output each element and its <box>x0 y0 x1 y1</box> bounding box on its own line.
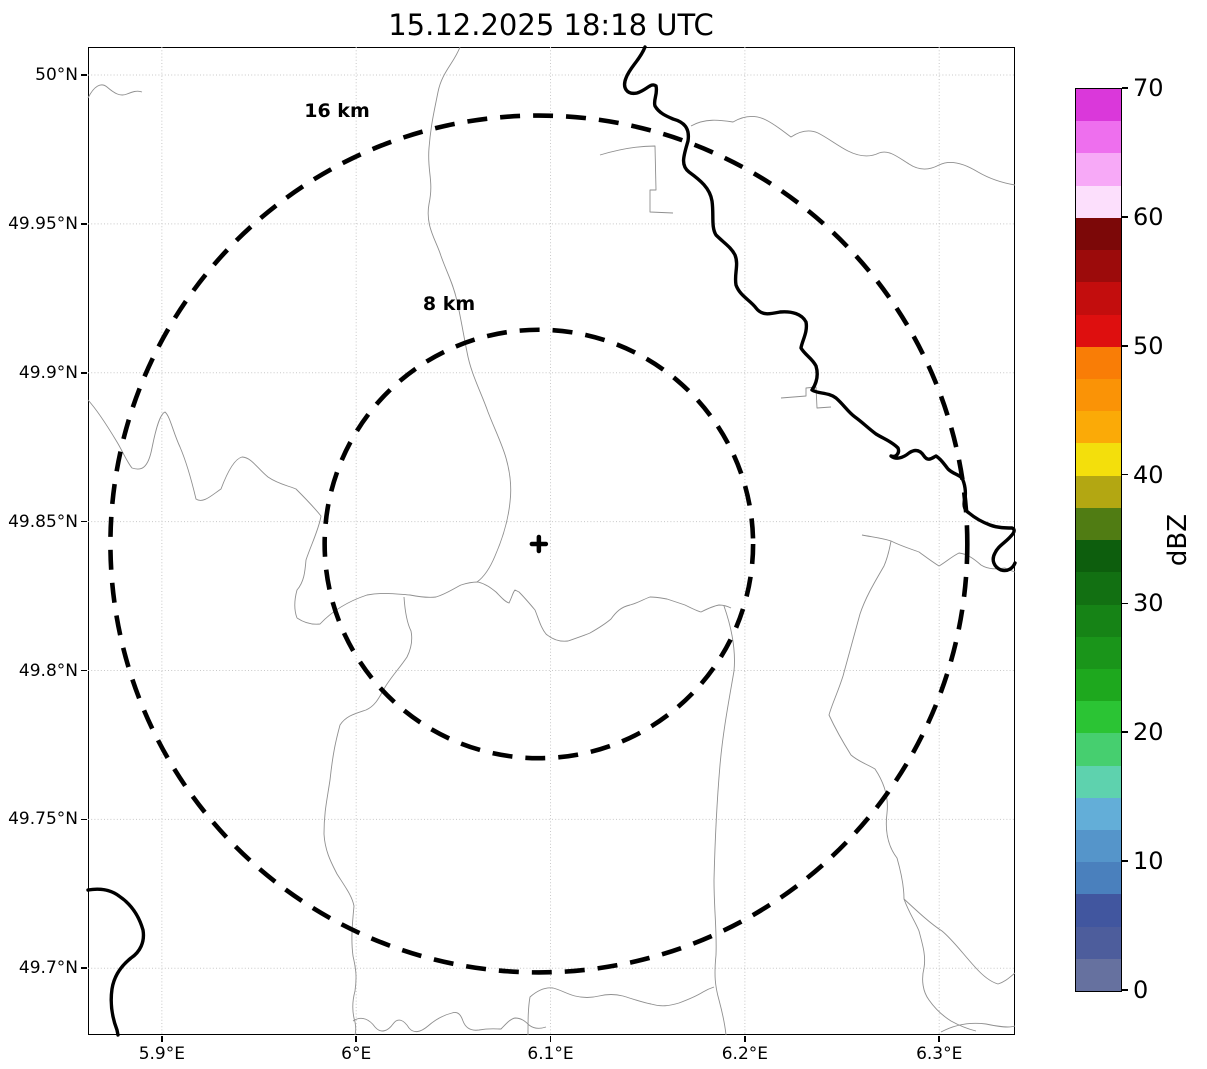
admin-border-line <box>690 116 1016 186</box>
colorbar-color-step <box>1076 830 1121 863</box>
colorbar-tick-label: 40 <box>1133 460 1164 489</box>
colorbar <box>1075 88 1122 992</box>
lon-tick <box>744 1036 746 1042</box>
lon-tick-label: 6.3°E <box>916 1044 963 1064</box>
colorbar-color-step <box>1076 121 1121 154</box>
colorbar-tick <box>1122 473 1128 476</box>
lat-tick <box>81 371 87 374</box>
lat-tick-label: 49.7°N <box>18 958 78 979</box>
colorbar-tick <box>1122 731 1128 734</box>
admin-border-line <box>780 386 832 409</box>
colorbar-color-step <box>1076 604 1121 637</box>
map-plot: 8 km 16 km <box>86 45 1017 1037</box>
colorbar-color-step <box>1076 894 1121 927</box>
lon-tick <box>355 1036 357 1042</box>
colorbar-color-step <box>1076 475 1121 508</box>
colorbar-color-step <box>1076 797 1121 831</box>
colorbar-tick-label: 50 <box>1133 331 1164 360</box>
lat-tick <box>81 223 87 225</box>
lat-tick <box>81 818 87 821</box>
lat-tick <box>81 967 87 970</box>
lon-tick-label: 6°E <box>341 1044 372 1064</box>
colorbar-color-step <box>1076 185 1121 218</box>
colorbar-color-step <box>1076 153 1121 186</box>
lat-tick <box>81 669 87 672</box>
lat-tick-label: 50°N <box>35 64 78 85</box>
colorbar-tick <box>1122 989 1128 991</box>
colorbar-color-step <box>1076 507 1121 541</box>
colorbar-color-step <box>1076 733 1121 766</box>
range-ring-16-km <box>108 113 970 975</box>
page-title: 15.12.2025 18:18 UTC <box>388 8 714 42</box>
admin-border-line <box>427 46 512 583</box>
lat-tick-label: 49.9°N <box>18 362 78 383</box>
colorbar-color-step <box>1076 765 1121 798</box>
colorbar-color-step <box>1076 862 1121 895</box>
lat-tick <box>81 74 87 76</box>
colorbar-color-step <box>1076 217 1121 251</box>
colorbar-tick <box>1122 216 1128 218</box>
admin-border-line <box>296 581 732 642</box>
admin-border-line <box>87 399 322 619</box>
lon-tick <box>938 1036 940 1042</box>
colorbar-color-step <box>1076 346 1121 379</box>
colorbar-color-step <box>1076 636 1121 669</box>
colorbar-tick <box>1122 344 1128 347</box>
lon-tick-label: 6.2°E <box>721 1044 768 1064</box>
country-border-river <box>86 887 146 1037</box>
admin-border-line <box>890 540 1016 573</box>
colorbar-color-step <box>1076 443 1121 476</box>
colorbar-tick <box>1122 87 1128 89</box>
lat-tick-label: 49.85°N <box>8 511 78 532</box>
colorbar-tick-label: 0 <box>1133 976 1149 1004</box>
lat-tick-label: 49.75°N <box>8 809 78 830</box>
admin-border-line <box>352 1012 547 1033</box>
admin-border-line <box>828 534 1016 985</box>
colorbar-color-step <box>1076 314 1121 347</box>
colorbar-tick-label: 20 <box>1133 718 1164 747</box>
colorbar-tick-label: 60 <box>1133 202 1164 231</box>
range-ring-label-16-km: 16 km <box>304 100 370 122</box>
lon-tick-label: 6.1°E <box>527 1044 574 1064</box>
lat-tick-label: 49.8°N <box>18 660 78 681</box>
admin-border-line <box>599 145 674 214</box>
map-plot-frame <box>88 47 1015 1035</box>
colorbar-color-step <box>1076 411 1121 444</box>
radar-site-marker <box>529 534 549 554</box>
admin-border-line <box>713 605 735 1036</box>
colorbar-axis-label: dBZ <box>1163 513 1193 567</box>
lon-tick <box>549 1036 552 1042</box>
admin-border-line <box>323 596 413 1036</box>
colorbar-color-step <box>1076 701 1121 734</box>
lat-tick <box>81 520 87 523</box>
lon-tick-label: 5.9°E <box>138 1044 185 1064</box>
lon-tick <box>161 1036 163 1042</box>
admin-border-line <box>527 986 715 1036</box>
colorbar-tick-label: 70 <box>1133 74 1164 102</box>
country-border-river <box>622 45 1017 573</box>
colorbar-color-step <box>1076 958 1121 992</box>
colorbar-color-step <box>1076 572 1121 605</box>
range-ring-label-8-km: 8 km <box>423 293 475 315</box>
colorbar-tick-label: 10 <box>1133 847 1164 876</box>
admin-border-line <box>940 1022 1016 1033</box>
lat-tick-label: 49.95°N <box>8 213 78 234</box>
colorbar-color-step <box>1076 89 1121 122</box>
colorbar-color-step <box>1076 926 1121 959</box>
colorbar-color-step <box>1076 540 1121 573</box>
colorbar-color-step <box>1076 250 1121 283</box>
range-ring-8-km <box>322 327 756 761</box>
colorbar-color-step <box>1076 282 1121 315</box>
colorbar-tick-label: 30 <box>1133 589 1164 618</box>
colorbar-tick <box>1122 602 1128 605</box>
admin-border-line <box>903 898 977 1032</box>
admin-border-line <box>87 84 143 99</box>
colorbar-color-step <box>1076 668 1121 702</box>
colorbar-tick <box>1122 860 1128 862</box>
colorbar-color-step <box>1076 378 1121 412</box>
